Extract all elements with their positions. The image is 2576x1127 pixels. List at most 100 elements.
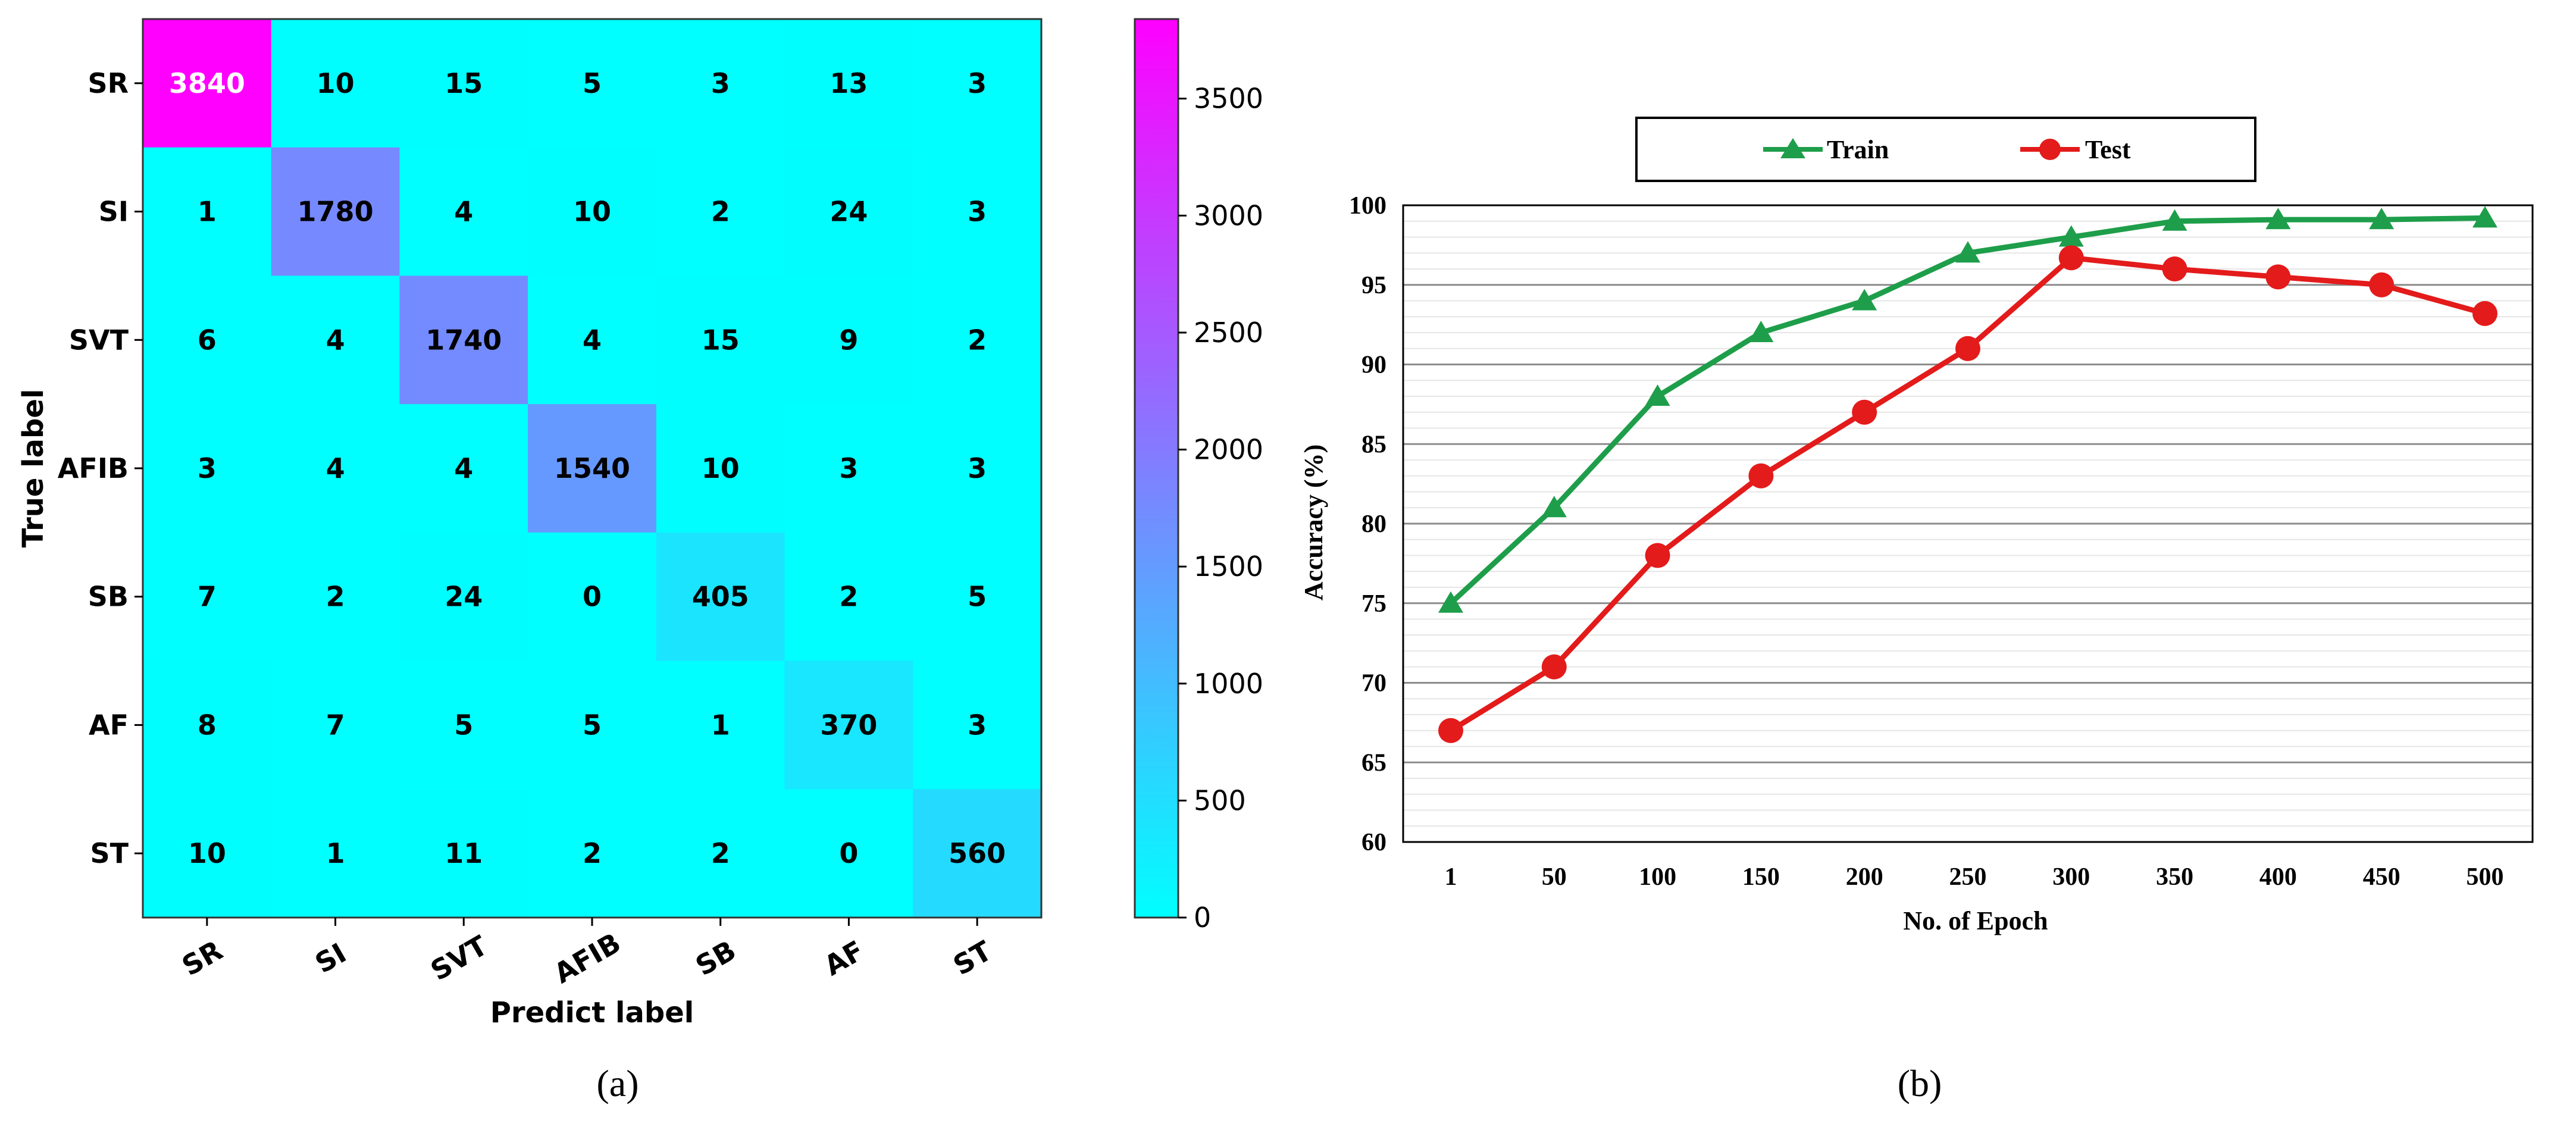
y-tick-label: 65 [1361, 749, 1386, 777]
legend-box [1635, 117, 2256, 182]
cm-cell-value: 10 [573, 196, 611, 228]
test-point [2472, 300, 2497, 326]
cm-cell-value: 0 [583, 581, 602, 613]
cm-cell-SB-SI [271, 532, 400, 662]
colorbar-tick-label: 2000 [1194, 434, 1263, 466]
train-point [2369, 208, 2395, 230]
cm-cell-value: 4 [454, 196, 473, 228]
cm-cell-SI-AFIB [528, 147, 657, 276]
x-tick-label: 150 [1742, 863, 1780, 891]
cm-cell-value: 24 [830, 196, 868, 228]
legend-test-circle-icon [2039, 139, 2061, 160]
x-tick-label: 100 [1639, 863, 1676, 891]
test-point [1748, 463, 1774, 489]
cm-cell-SR-SVT [399, 19, 528, 148]
cm-cell-AF-AFIB [528, 660, 657, 790]
cm-cell-SI-SI [271, 147, 400, 276]
cm-cell-SB-SVT [399, 532, 528, 662]
cm-cell-AFIB-ST [913, 404, 1042, 533]
predict-label-tick-ST: ST [948, 934, 997, 981]
cm-cell-value: 1 [198, 196, 217, 228]
cm-cell-value: 3 [839, 452, 858, 484]
x-tick-label: 450 [2363, 863, 2400, 891]
true-label-tick-SI: SI [99, 196, 129, 228]
train-point [1955, 241, 1980, 263]
y-tick-label: 85 [1361, 431, 1386, 458]
train-point [1645, 384, 1670, 406]
x-tick-label: 50 [1542, 863, 1567, 891]
x-axis-title-predict-label: Predict label [490, 996, 694, 1029]
cm-cell-SVT-AF [784, 276, 913, 405]
x-tick-label: 400 [2259, 863, 2297, 891]
x-tick-label: 300 [2052, 863, 2090, 891]
cm-cell-value: 9 [839, 324, 858, 356]
cm-cell-SI-SR [143, 147, 272, 276]
cm-cell-AFIB-AFIB [528, 404, 657, 533]
legend-train-triangle-icon [1780, 138, 1805, 158]
cm-cell-SR-AF [784, 19, 913, 148]
cm-cell-value: 2 [583, 837, 602, 869]
cm-cell-value: 4 [583, 324, 602, 356]
y-tick-label: 80 [1361, 511, 1386, 538]
colorbar-ticks: 0 500 1000 1500 2000 2500 3000 3500 [1178, 83, 1263, 934]
train-point [2472, 206, 2497, 228]
cm-cell-AFIB-SI [271, 404, 400, 533]
true-label-tick-SB: SB [88, 581, 129, 613]
chart-gridlines [1403, 204, 2533, 843]
cm-cell-value: 3 [968, 452, 987, 484]
true-label-tick-SR: SR [87, 67, 129, 99]
cm-cell-AF-SR [143, 660, 272, 790]
train-series-line [1448, 215, 2486, 606]
cm-cell-value: 2 [711, 196, 730, 228]
cm-cell-value: 15 [702, 324, 740, 356]
cm-cell-value: 11 [445, 837, 483, 869]
predict-label-tick-AF: AF [819, 934, 869, 982]
cm-cell-value: 1540 [554, 452, 630, 484]
true-label-tick-AFIB: AFIB [58, 452, 129, 484]
cm-cell-SVT-SB [656, 276, 785, 405]
cm-cell-value: 4 [326, 452, 345, 484]
cm-cell-value: 3 [711, 67, 730, 99]
test-point [1645, 543, 1670, 568]
cm-cell-value: 1 [711, 709, 730, 741]
cm-cell-ST-ST [913, 789, 1042, 918]
test-point [1438, 718, 1463, 743]
legend-train-label: Train [1827, 135, 1889, 164]
cm-cell-SR-AFIB [528, 19, 657, 148]
caption-b: (b) [1898, 1062, 1942, 1104]
cm-cell-value: 405 [692, 581, 749, 613]
cm-cell-value: 560 [949, 837, 1006, 869]
test-point [2058, 245, 2084, 271]
cm-cell-value: 24 [445, 581, 483, 613]
y-axis-ticks: 60 65 70 75 80 85 90 95 100 [1349, 192, 1386, 856]
true-label-ticks: SR SI SVT AFIB SB AF ST [58, 67, 143, 869]
colorbar-tick-label: 2500 [1194, 317, 1263, 349]
cm-cell-value: 13 [830, 67, 868, 99]
cm-cell-value: 2 [839, 581, 858, 613]
confusion-matrix-panel: 3840 10 15 5 3 13 31 1780 4 10 2 24 36 4 1740 4 15 9 23 4 4 1… [17, 18, 1043, 1029]
cm-cell-SB-SR [143, 532, 272, 662]
cm-cell-value: 3 [968, 196, 987, 228]
cm-cell-SI-ST [913, 147, 1042, 276]
cm-cell-SR-SB [656, 19, 785, 148]
cm-cell-value: 2 [326, 581, 345, 613]
y-tick-label: 75 [1361, 590, 1386, 618]
cm-cell-value: 370 [820, 709, 877, 741]
cm-cell-SR-SR [143, 19, 272, 148]
cm-cell-SVT-SI [271, 276, 400, 405]
predict-label-ticks: SR SI SVT AFIB SB AF ST [177, 918, 997, 990]
y-axis-title-true-label: True label [17, 389, 50, 548]
cm-cell-SVT-AFIB [528, 276, 657, 405]
cm-cell-AF-SVT [399, 660, 528, 790]
cm-cell-value: 10 [317, 67, 355, 99]
cm-cell-value: 8 [198, 709, 217, 741]
cm-cell-SB-SB [656, 532, 785, 662]
x-tick-label: 200 [1846, 863, 1883, 891]
cm-cell-value: 3 [198, 452, 217, 484]
colorbar-tick-label: 500 [1194, 784, 1246, 816]
cm-cell-SR-ST [913, 19, 1042, 148]
cm-cell-ST-SI [271, 789, 400, 918]
cm-cell-value: 1740 [425, 324, 502, 356]
cm-cell-ST-AFIB [528, 789, 657, 918]
cm-cell-SR-SI [271, 19, 400, 148]
